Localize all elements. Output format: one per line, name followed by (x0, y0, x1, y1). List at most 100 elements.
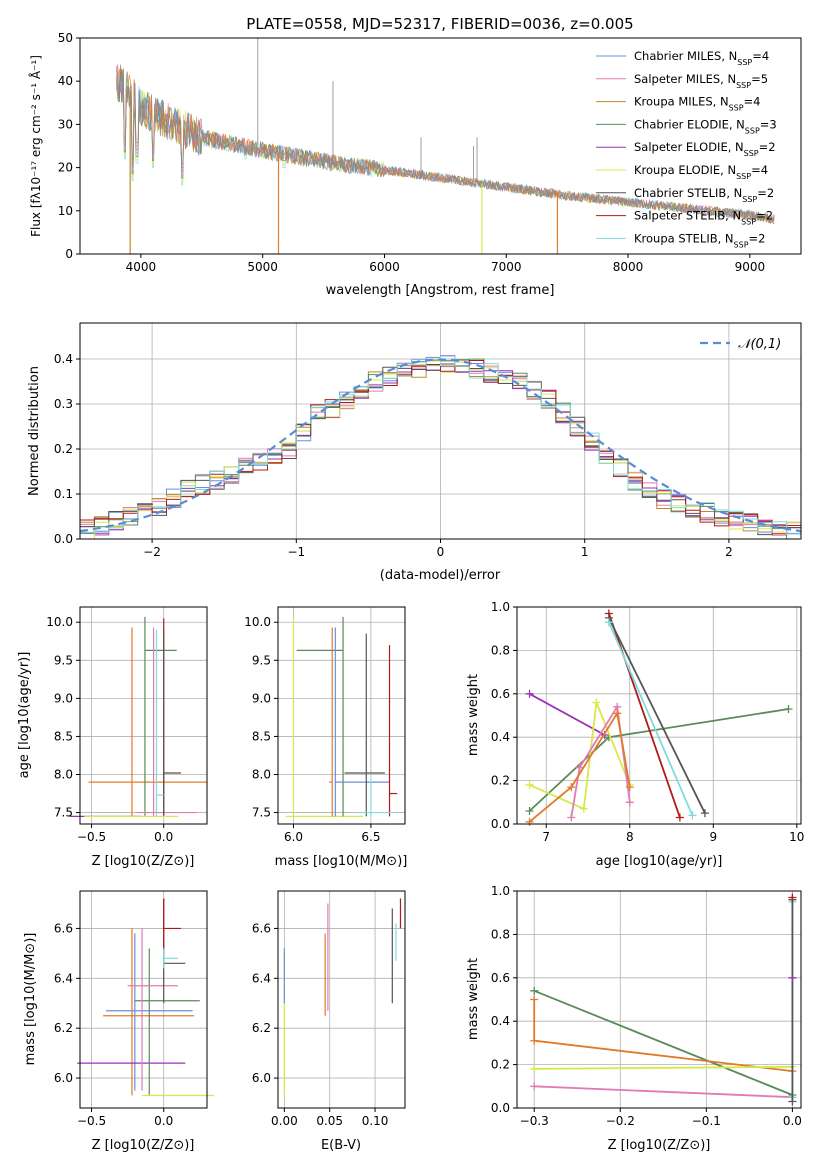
y-tick-label: 30 (58, 117, 73, 131)
weight-point (567, 783, 576, 792)
weight-point (700, 809, 709, 818)
residual-legend: 𝒩(0,1) (700, 337, 781, 352)
figure-title: PLATE=0558, MJD=52317, FIBERID=0036, z=0… (246, 15, 633, 33)
weight-point (788, 1097, 797, 1106)
mass-vs-Z-ticks: −0.5 0.0 6.0 6.2 6.4 6.6 (54, 921, 173, 1128)
y-tick-label: 8.5 (252, 729, 271, 743)
weight-point (625, 798, 634, 807)
residual-ticks: −2 −1 0 1 2 0.0 0.1 0.2 0.3 0.4 (54, 352, 733, 559)
x-tick-label: 0.0 (154, 1114, 173, 1128)
spectrum-line (116, 69, 775, 225)
residual-xlabel: (data-model)/error (380, 568, 501, 583)
weight-vs-age-grid (517, 606, 801, 825)
x-tick-label: 4000 (126, 260, 157, 274)
weight-vs-age-marks (525, 609, 793, 826)
weight-vs-age-xlabel: age [log10(age/yr)] (596, 854, 723, 869)
y-tick-label: 0.3 (54, 397, 73, 411)
y-tick-label: 0.4 (491, 1014, 510, 1028)
y-tick-label: 0.8 (491, 927, 510, 941)
weight-point (567, 813, 576, 822)
weight-point (530, 995, 539, 1004)
y-tick-label: 8.0 (54, 768, 73, 782)
mass-vs-Z-grid (80, 891, 207, 1108)
x-tick-label: −0.3 (520, 1114, 549, 1128)
y-tick-label: 0 (65, 247, 73, 261)
x-tick-label: 1 (581, 545, 589, 559)
weight-vs-Z-axes-frame (516, 890, 802, 1109)
mass-vs-Z-xlabel: Z [log10(Z/Z⊙)] (92, 1138, 195, 1153)
weight-point (604, 618, 613, 627)
x-tick-label: 0.00 (271, 1114, 298, 1128)
weight-point (530, 1082, 539, 1091)
y-tick-label: 50 (58, 31, 73, 45)
y-tick-label: 6.2 (54, 1021, 73, 1035)
x-tick-label: 7 (542, 830, 550, 844)
x-tick-label: 0 (437, 545, 445, 559)
legend-label: Kroupa MILES, NSSP=4 (634, 95, 760, 113)
residual-panel: −2 −1 0 1 2 0.0 0.1 0.2 0.3 0.4 𝒩(0,1) (data-mode… (27, 322, 802, 583)
y-tick-label: 10.0 (244, 615, 271, 629)
weight-vs-Z-ticks: −0.3 −0.2 −0.1 0.0 0.0 0.2 0.4 0.6 0.8 1.0 (491, 884, 802, 1128)
weight-point (530, 986, 539, 995)
legend-label: Chabrier MILES, NSSP=4 (634, 49, 769, 67)
x-tick-label: 10 (789, 830, 804, 844)
weight-vs-Z-marks (530, 893, 797, 1106)
legend-label: Kroupa STELIB, NSSP=2 (634, 231, 765, 249)
y-tick-label: 0.6 (491, 687, 510, 701)
x-tick-label: 8000 (613, 260, 644, 274)
y-tick-label: 40 (58, 74, 73, 88)
weight-point (525, 806, 534, 815)
legend-label: Chabrier ELODIE, NSSP=3 (634, 117, 777, 134)
x-tick-label: 6.0 (284, 830, 303, 844)
spectrum-ylabel: Flux [fλ10⁻¹⁷ erg cm⁻² s⁻¹ Å⁻¹] (28, 55, 43, 237)
y-tick-label: 6.4 (252, 971, 271, 985)
y-tick-label: 10 (58, 204, 73, 218)
x-tick-label: 0.05 (316, 1114, 343, 1128)
weight-point (592, 698, 601, 707)
weight-vs-Z-grid (517, 890, 801, 1109)
x-tick-label: 5000 (247, 260, 278, 274)
y-tick-label: 0.2 (491, 1058, 510, 1072)
legend-label: Salpeter ELODIE, NSSP=2 (634, 140, 776, 158)
weight-point (530, 1036, 539, 1045)
x-tick-label: −2 (143, 545, 161, 559)
mass-vs-EBV-xlabel: E(B-V) (321, 1138, 361, 1153)
y-tick-label: 8.5 (54, 729, 73, 743)
weight-line (529, 693, 606, 736)
mass-vs-EBV-marks (283, 898, 402, 1096)
mass-vs-EBV-axes-frame (277, 890, 406, 1109)
weight-point (784, 704, 793, 713)
weight-line (608, 613, 681, 818)
legend-label: Salpeter STELIB, NSSP=2 (634, 209, 773, 227)
y-tick-label: 6.6 (252, 921, 271, 935)
x-tick-label: 9 (709, 830, 717, 844)
spectrum-ticks: 4000 5000 6000 7000 8000 9000 0 10 20 30 40 50 (58, 31, 765, 274)
age-vs-Z-axes-frame (79, 606, 208, 825)
spectrum-marks (116, 38, 775, 254)
y-tick-label: 1.0 (491, 884, 510, 898)
age-vs-mass-ticks: 6.0 6.5 7.5 8.0 8.5 9.0 9.5 10.0 (244, 615, 380, 844)
age-vs-Z-grid (80, 607, 207, 824)
age-vs-mass-panel: 6.0 6.5 7.5 8.0 8.5 9.0 9.5 10.0 mass [log10(M/… (244, 606, 407, 869)
y-tick-label: 0.8 (491, 643, 510, 657)
y-tick-label: 0.0 (491, 817, 510, 831)
x-tick-label: −0.5 (77, 830, 106, 844)
y-tick-label: 0.6 (491, 971, 510, 985)
y-tick-label: 6.0 (54, 1071, 73, 1085)
weight-line (608, 621, 694, 816)
y-tick-label: 6.2 (252, 1021, 271, 1035)
age-vs-Z-panel: −0.5 0.0 7.5 8.0 8.5 9.0 9.5 10.0 Z [log10(Z/Z⊙… (17, 606, 208, 869)
x-tick-label: 2 (725, 545, 733, 559)
weight-vs-Z-xlabel: Z [log10(Z/Z⊙)] (608, 1138, 711, 1153)
x-tick-label: 0.0 (783, 1114, 802, 1128)
weight-point (525, 689, 534, 698)
y-tick-label: 20 (58, 161, 73, 175)
y-tick-label: 0.2 (54, 442, 73, 456)
weight-line (533, 989, 793, 1096)
age-vs-Z-ylabel: age [log10(age/yr)] (17, 652, 32, 779)
y-tick-label: 9.0 (54, 691, 73, 705)
spectrum-line (116, 68, 775, 225)
weight-vs-age-axes-frame (516, 606, 802, 825)
mass-vs-Z-ylabel: mass [log10(M/M⊙)] (23, 933, 38, 1066)
age-vs-Z-marks (69, 616, 207, 817)
